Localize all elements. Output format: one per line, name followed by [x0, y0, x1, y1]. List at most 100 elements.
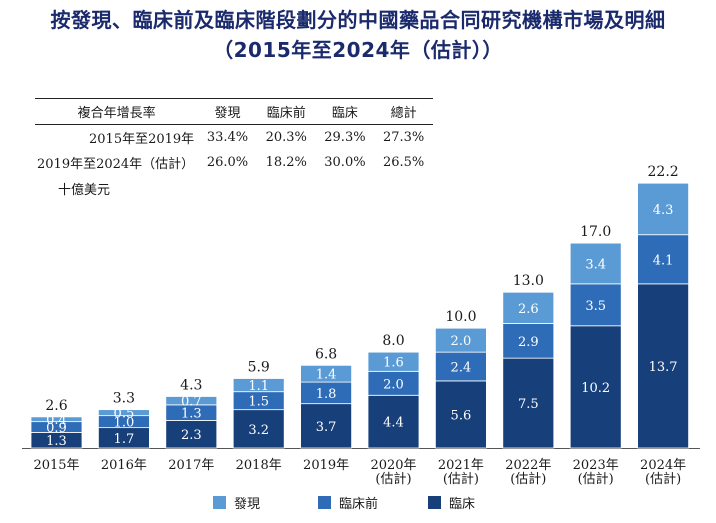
data-label-preclinical: 4.1 — [653, 253, 674, 268]
total-label: 5.9 — [248, 360, 270, 376]
data-label-discovery: 4.3 — [653, 203, 674, 218]
x-tick-label: 2018年 — [236, 458, 282, 473]
cagr-value: 29.3% — [324, 130, 366, 145]
cagr-header-row: 複合年增長率 發現 臨床前 臨床 總計 — [35, 98, 433, 125]
x-tick-label: (估計) — [443, 471, 479, 487]
cagr-header-preclinical: 臨床前 — [266, 106, 306, 121]
bar-segment-discovery — [569, 242, 622, 285]
x-tick-label: (估計) — [578, 471, 614, 487]
x-tick-label: 2024年 — [640, 458, 686, 473]
x-tick-label: 2021年 — [438, 458, 484, 473]
cagr-header-clinical: 臨床 — [331, 106, 358, 121]
bar-segment-clinical — [367, 394, 420, 449]
data-label-discovery: 2.6 — [518, 302, 539, 317]
data-label-discovery: 1.6 — [383, 356, 404, 371]
bar-segment-discovery — [367, 351, 420, 372]
data-label-clinical: 5.6 — [451, 408, 472, 423]
bar-segment-discovery — [98, 409, 150, 417]
data-label-clinical: 4.4 — [383, 416, 404, 431]
data-label-discovery: 3.4 — [585, 257, 606, 272]
data-label-clinical: 1.3 — [46, 434, 67, 449]
x-tick-label: 2022年 — [505, 458, 551, 473]
total-label: 17.0 — [580, 224, 611, 240]
cagr-value: 18.2% — [265, 155, 307, 170]
data-label-clinical: 3.7 — [316, 420, 337, 435]
legend-item-discovery: 發現 — [213, 494, 261, 512]
data-label-discovery: 1.1 — [248, 379, 269, 394]
bar-segment-clinical — [434, 380, 487, 449]
data-label-discovery: 0.4 — [46, 413, 67, 428]
unit-label: 十億美元 — [58, 183, 111, 198]
chart-subtitle: （2015年至2024年（估計）） — [213, 38, 503, 62]
data-label-preclinical: 0.9 — [46, 421, 67, 436]
legend-label-preclinical: 臨床前 — [339, 496, 379, 512]
bar-segment-discovery — [300, 364, 353, 383]
cagr-table: 複合年增長率 發現 臨床前 臨床 總計 2015年至2019年 33.4% 20… — [35, 98, 433, 175]
bar-segment-discovery — [232, 378, 285, 393]
bar-segment-preclinical — [502, 322, 555, 359]
cagr-value: 26.0% — [206, 155, 249, 170]
bar-segment-discovery — [165, 396, 218, 406]
data-label-clinical: 7.5 — [518, 397, 539, 412]
data-label-clinical: 2.3 — [181, 428, 202, 443]
cagr-header-label: 複合年增長率 — [77, 106, 156, 121]
total-label: 8.0 — [382, 333, 404, 349]
cagr-header-discovery: 發現 — [214, 106, 241, 121]
legend-swatch-discovery — [213, 495, 226, 509]
x-tick-label: 2019年 — [303, 458, 349, 473]
x-tick-label: 2016年 — [101, 458, 147, 473]
x-tick-label: 2015年 — [33, 458, 79, 473]
bar-segment-preclinical — [434, 351, 487, 382]
bar-segment-clinical — [637, 283, 689, 449]
data-label-preclinical: 2.4 — [451, 361, 472, 376]
bar-segment-clinical — [569, 325, 622, 449]
bar-segment-clinical — [502, 357, 555, 449]
data-label-discovery: 1.4 — [316, 368, 337, 383]
legend-item-clinical: 臨床 — [428, 494, 476, 512]
data-label-clinical: 3.2 — [248, 423, 269, 438]
cagr-row: 2019年至2024年（估計） 26.0% 18.2% 30.0% 26.5% — [35, 150, 433, 175]
bar-segment-clinical — [300, 403, 353, 449]
bar-segment-discovery — [637, 182, 689, 236]
x-tick-label: (估計) — [645, 471, 681, 487]
cagr-value: 26.5% — [382, 155, 425, 170]
data-label-preclinical: 1.5 — [248, 395, 269, 410]
data-label-discovery: 2.0 — [451, 334, 472, 349]
bar-segment-clinical — [165, 420, 218, 449]
total-label: 2.6 — [45, 398, 67, 414]
legend-swatch-clinical — [428, 495, 441, 509]
cagr-row-label: 2019年至2024年（估計） — [37, 157, 195, 172]
cagr-value: 27.3% — [382, 130, 425, 145]
data-label-preclinical: 3.5 — [585, 299, 606, 314]
cagr-value: 30.0% — [324, 155, 366, 170]
data-label-discovery: 0.7 — [181, 395, 202, 410]
x-tick-label: (估計) — [375, 471, 411, 487]
x-tick-label: 2017年 — [168, 458, 214, 473]
data-label-preclinical: 2.0 — [383, 377, 404, 392]
data-label-preclinical: 2.9 — [518, 335, 539, 350]
legend-item-preclinical: 臨床前 — [318, 494, 379, 512]
cagr-row-label: 2015年至2019年 — [89, 132, 195, 147]
x-tick-label: 2020年 — [370, 458, 416, 473]
legend-label-discovery: 發現 — [234, 496, 261, 512]
legend-label-clinical: 臨床 — [449, 496, 476, 512]
data-label-preclinical: 1.3 — [181, 407, 202, 422]
chart-title: 按發現、臨床前及臨床階段劃分的中國藥品合同研究機構市場及明細 — [50, 8, 666, 32]
total-label: 6.8 — [315, 346, 337, 362]
legend-swatch-preclinical — [318, 495, 331, 509]
bar-segment-discovery — [30, 416, 83, 423]
cagr-row: 2015年至2019年 33.4% 20.3% 29.3% 27.3% — [35, 125, 433, 151]
x-tick-label: (估計) — [510, 471, 546, 487]
data-label-clinical: 13.7 — [649, 360, 678, 375]
data-label-discovery: 0.5 — [114, 407, 135, 422]
x-tick-label: 2023年 — [573, 458, 619, 473]
cagr-value: 33.4% — [206, 130, 249, 145]
data-label-preclinical: 1.8 — [316, 387, 337, 402]
bar-segment-preclinical — [569, 283, 622, 327]
total-label: 13.0 — [513, 273, 544, 289]
cagr-value: 20.3% — [265, 130, 307, 145]
cagr-header-total: 總計 — [390, 106, 417, 121]
bar-segment-discovery — [502, 291, 555, 324]
total-label: 10.0 — [445, 309, 476, 325]
data-label-clinical: 10.2 — [581, 381, 610, 396]
